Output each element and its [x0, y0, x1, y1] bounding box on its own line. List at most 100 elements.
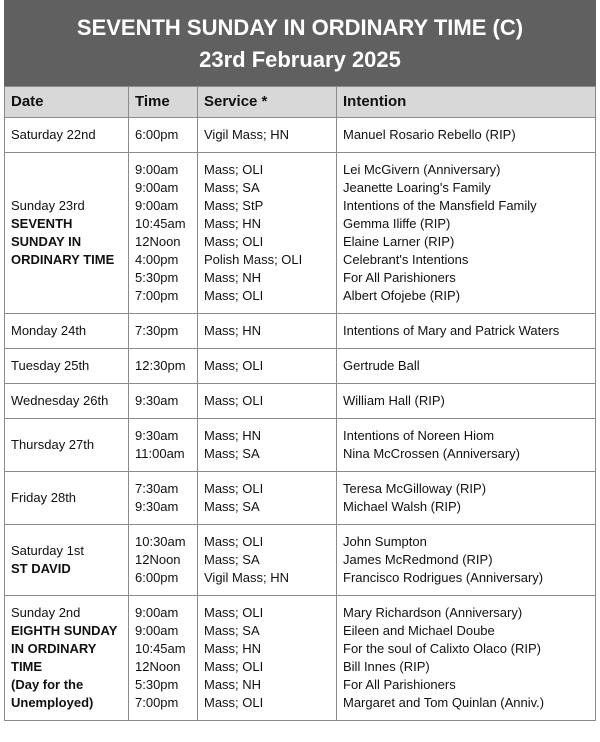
service: Mass; OLI	[204, 481, 264, 496]
intention: Intentions of Noreen Hiom	[343, 428, 495, 443]
time-cell: 9:30am 11:00am	[128, 418, 198, 472]
time: 12Noon	[135, 234, 181, 249]
service: Mass; OLI	[204, 534, 264, 549]
intention: John Sumpton	[343, 534, 427, 549]
intention: Manuel Rosario Rebello (RIP)	[343, 127, 516, 142]
intention: Mary Richardson (Anniversary)	[343, 605, 523, 620]
intention-cell: Manuel Rosario Rebello (RIP)	[336, 117, 596, 153]
intention: Gertrude Ball	[343, 358, 420, 373]
time: 7:00pm	[135, 695, 179, 710]
row: Wednesday 26th 9:30am Mass; OLI William Hal…	[4, 383, 596, 419]
schedule: SEVENTH SUNDAY IN ORDINARY TIME (C) 23rd…	[4, 0, 596, 721]
day: Tuesday 25th	[11, 358, 90, 373]
intention: For the soul of Calixto Olaco (RIP)	[343, 641, 541, 656]
row: Sunday 23rd SEVENTH SUNDAY IN ORDINARY TI…	[4, 152, 596, 314]
time: 9:00am	[135, 162, 179, 177]
row: Thursday 27th 9:30am 11:00am Mass; HN Mass; …	[4, 418, 596, 472]
row: Saturday 1st ST DAVID 10:30am 12Noon 6:00pm M…	[4, 524, 596, 596]
service-cell: Mass; OLI Mass; SA Mass; HN Mass; OLI Mass; …	[197, 595, 337, 721]
service: Mass; OLI	[204, 659, 264, 674]
service: Mass; SA	[204, 180, 260, 195]
service: Mass; OLI	[204, 288, 264, 303]
intention: Albert Ofojebe (RIP)	[343, 288, 461, 303]
time-cell: 6:00pm	[128, 117, 198, 153]
service: Mass; HN	[204, 323, 262, 338]
time: 9:00am	[135, 605, 179, 620]
intention: Bill Innes (RIP)	[343, 659, 430, 674]
intention: Eileen and Michael Doube	[343, 623, 495, 638]
note: (Day for the Unemployed)	[11, 677, 94, 710]
date-cell: Saturday 1st ST DAVID	[4, 524, 129, 596]
service-cell: Mass; OLI Mass; SA Vigil Mass; HN	[197, 524, 337, 596]
service-cell: Mass; HN	[197, 313, 337, 349]
time: 9:00am	[135, 198, 179, 213]
intention-cell: Mary Richardson (Anniversary) Eileen and …	[336, 595, 596, 721]
date-cell: Thursday 27th	[4, 418, 129, 472]
row: Monday 24th 7:30pm Mass; HN Intentions of M…	[4, 313, 596, 349]
time-cell: 9:30am	[128, 383, 198, 419]
time: 6:00pm	[135, 570, 179, 585]
service: Mass; NH	[204, 270, 262, 285]
column-header: Service *	[197, 86, 337, 118]
day: Saturday 22nd	[11, 127, 96, 142]
feast: EIGHTH SUNDAY IN ORDINARY TIME	[11, 623, 118, 674]
intention: William Hall (RIP)	[343, 393, 445, 408]
header: SEVENTH SUNDAY IN ORDINARY TIME (C) 23rd…	[4, 0, 596, 86]
intention-cell: Intentions of Mary and Patrick Waters	[336, 313, 596, 349]
time-cell: 10:30am 12Noon 6:00pm	[128, 524, 198, 596]
intention-cell: Lei McGivern (Anniversary) Jeanette Loari…	[336, 152, 596, 314]
intention: Lei McGivern (Anniversary)	[343, 162, 501, 177]
column-header: Time	[128, 86, 198, 118]
service: Mass; SA	[204, 446, 260, 461]
day: Friday 28th	[11, 490, 77, 505]
intention-cell: Intentions of Noreen Hiom Nina McCrossen …	[336, 418, 596, 472]
time: 10:45am	[135, 641, 186, 656]
time: 6:00pm	[135, 127, 179, 142]
day: Monday 24th	[11, 323, 87, 338]
service-cell: Mass; OLI Mass; SA	[197, 471, 337, 525]
day: Sunday 2nd	[11, 605, 81, 620]
feast: ST DAVID	[11, 561, 71, 576]
time: 9:30am	[135, 428, 179, 443]
service: Mass; SA	[204, 623, 260, 638]
row: Friday 28th 7:30am 9:30am Mass; OLI Mass; SA…	[4, 471, 596, 525]
intention: James McRedmond (RIP)	[343, 552, 493, 567]
time-cell: 9:00am 9:00am 9:00am 10:45am 12Noon 4:00pm 5:3…	[128, 152, 198, 314]
time: 7:30pm	[135, 323, 179, 338]
time: 5:30pm	[135, 677, 179, 692]
time: 7:30am	[135, 481, 179, 496]
row: Tuesday 25th 12:30pm Mass; OLI Gertrude Bal…	[4, 348, 596, 384]
service: Mass; HN	[204, 216, 262, 231]
time: 5:30pm	[135, 270, 179, 285]
time: 12:30pm	[135, 358, 186, 373]
date-cell: Wednesday 26th	[4, 383, 129, 419]
time: 12Noon	[135, 552, 181, 567]
day: Sunday 23rd	[11, 198, 85, 213]
intention: Teresa McGilloway (RIP)	[343, 481, 487, 496]
service: Mass; HN	[204, 641, 262, 656]
column-header-row: Date Time Service * Intention	[4, 86, 596, 118]
day: Wednesday 26th	[11, 393, 109, 408]
time-cell: 12:30pm	[128, 348, 198, 384]
intention: For All Parishioners	[343, 677, 456, 692]
service: Mass; HN	[204, 428, 262, 443]
service: Mass; OLI	[204, 393, 264, 408]
time: 10:30am	[135, 534, 186, 549]
service: Vigil Mass; HN	[204, 570, 290, 585]
day: Thursday 27th	[11, 437, 95, 452]
time-cell: 9:00am 9:00am 10:45am 12Noon 5:30pm 7:00pm	[128, 595, 198, 721]
service-cell: Mass; HN Mass; SA	[197, 418, 337, 472]
intention: Margaret and Tom Quinlan (Anniv.)	[343, 695, 545, 710]
service-cell: Mass; OLI	[197, 348, 337, 384]
intention-cell: John Sumpton James McRedmond (RIP) Francis…	[336, 524, 596, 596]
service: Mass; StP	[204, 198, 264, 213]
time: 12Noon	[135, 659, 181, 674]
row: Saturday 22nd 6:00pm Vigil Mass; HN Manuel …	[4, 117, 596, 153]
time-cell: 7:30am 9:30am	[128, 471, 198, 525]
table: Date Time Service * Intention Saturday 22nd…	[4, 86, 596, 721]
service-cell: Mass; OLI	[197, 383, 337, 419]
intention-cell: Teresa McGilloway (RIP) Michael Walsh (RI…	[336, 471, 596, 525]
feast: SEVENTH SUNDAY IN ORDINARY TIME	[11, 216, 115, 267]
table-body: Saturday 22nd 6:00pm Vigil Mass; HN Manuel …	[4, 117, 596, 721]
